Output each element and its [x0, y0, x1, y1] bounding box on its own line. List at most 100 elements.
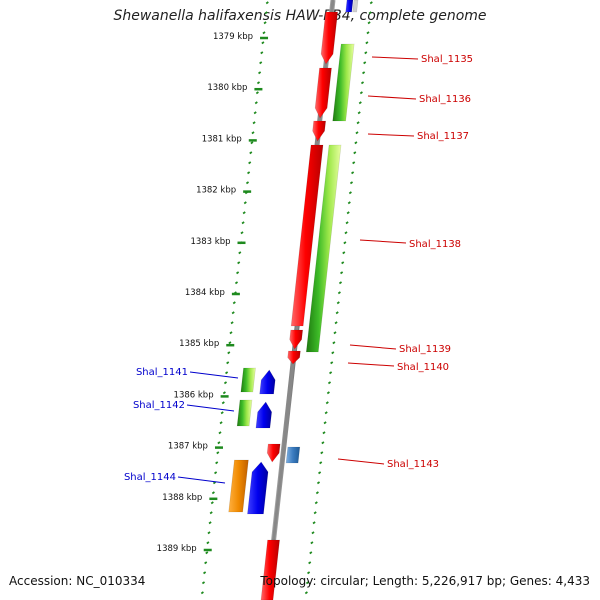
ruler-dot [369, 1, 373, 5]
ruler-dot [240, 231, 244, 235]
callout-line [359, 239, 407, 244]
ruler-dot [324, 411, 328, 415]
callout-line [189, 371, 239, 379]
ruler-dot [322, 431, 326, 435]
ruler-tick-label: 1389 kbp [157, 544, 197, 554]
ruler-dot [264, 11, 268, 15]
ruler-dot [360, 81, 365, 85]
ruler-dot [356, 121, 360, 125]
ruler-tick-label: 1385 kbp [179, 339, 219, 349]
ruler-dot [262, 31, 266, 35]
gene-label: Shal_1142 [133, 400, 185, 411]
ruler-dot [349, 181, 354, 185]
ruler-dot [205, 551, 209, 555]
gene-red-1138 [290, 144, 324, 327]
ruler-dot [308, 561, 312, 565]
ruler-dot [259, 61, 263, 65]
ruler-dot [335, 311, 339, 315]
gene-label: Shal_1139 [399, 344, 451, 355]
ruler-dot [265, 1, 269, 5]
ruler-dot [230, 321, 234, 325]
ruler-dot [352, 161, 356, 165]
callout-line [177, 476, 226, 484]
ruler-dot [331, 351, 335, 355]
ruler-dot [340, 271, 344, 275]
callout-line [347, 362, 395, 367]
ruler-dot [316, 481, 321, 485]
accession-text: Accession: NC_010334 [9, 574, 146, 588]
ruler-dot [334, 321, 338, 325]
ruler-dot [342, 251, 346, 255]
ruler-rail-left [200, 1, 269, 595]
ruler-dot [366, 31, 370, 35]
ruler-dot [355, 131, 359, 135]
callout-line [371, 56, 419, 60]
callout-line [349, 344, 397, 350]
ruler-dot [338, 281, 343, 285]
callout-line [367, 95, 417, 100]
ruler-dot [344, 231, 348, 235]
ruler-dot [245, 181, 250, 185]
ruler-dot [211, 491, 215, 495]
gene-blue-1141 [259, 369, 276, 395]
ruler-dot [318, 471, 322, 475]
gene-top-strip-grey [352, 0, 359, 13]
ruler-dot [327, 381, 332, 385]
ruler-dot [206, 541, 210, 545]
gene-orange-1144 [228, 459, 249, 513]
ruler-dot [310, 541, 314, 545]
ruler-dot [326, 391, 330, 395]
ruler-dot [258, 71, 262, 75]
ruler-dot [214, 471, 218, 475]
ruler-dot [351, 171, 355, 175]
gene-green-1138 [305, 144, 342, 353]
ruler-dot [336, 301, 340, 305]
ruler-dot [215, 461, 219, 465]
ruler-dot [365, 41, 369, 45]
ruler-dot [243, 201, 247, 205]
ruler-dot [218, 431, 222, 435]
gene-blue-1144 [247, 461, 269, 515]
ruler-dot [241, 221, 245, 225]
gene-label: Shal_1144 [124, 472, 176, 483]
gene-red-1140 [287, 350, 301, 365]
callout-line [367, 133, 415, 137]
ruler-dot [260, 51, 264, 55]
ruler-dot [229, 331, 233, 335]
ruler-dot [250, 141, 254, 145]
ruler-dot [321, 441, 325, 445]
ruler-dot [209, 511, 213, 515]
ruler-dot [251, 131, 255, 135]
ruler-dot [228, 341, 232, 345]
ruler-dot [210, 501, 214, 505]
ruler-dot [329, 371, 333, 375]
gene-red-1135 [320, 11, 339, 65]
ruler-dot [231, 311, 235, 315]
gene-label: Shal_1140 [397, 362, 449, 373]
ruler-tick-label: 1388 kbp [162, 493, 202, 503]
ruler-dot [348, 191, 352, 195]
ruler-dot [204, 561, 208, 565]
ruler-dot [232, 301, 236, 305]
ruler-dot [220, 411, 224, 415]
ruler-dot [234, 281, 239, 285]
ruler-dot [201, 581, 206, 585]
gene-label: Shal_1135 [421, 54, 473, 65]
map-title: Shewanella halifaxensis HAW-EB4, complet… [113, 8, 487, 24]
gene-red-1145 [260, 539, 280, 600]
ruler-dot [247, 171, 251, 175]
ruler-dot [254, 101, 258, 105]
gene-green-1141 [240, 367, 256, 393]
callout-line [337, 458, 385, 465]
ruler-dot [345, 221, 349, 225]
gene-label: Shal_1141 [136, 367, 188, 378]
ruler-dot [359, 91, 363, 95]
ruler-dot [346, 211, 350, 215]
ruler-dot [223, 381, 228, 385]
ruler-dot [221, 401, 225, 405]
ruler-dot [354, 141, 358, 145]
ruler-dot [261, 41, 265, 45]
ruler-dot [343, 241, 347, 245]
gene-red-1136 [314, 67, 332, 119]
genome-summary-text: Topology: circular; Length: 5,226,917 bp… [260, 574, 590, 588]
